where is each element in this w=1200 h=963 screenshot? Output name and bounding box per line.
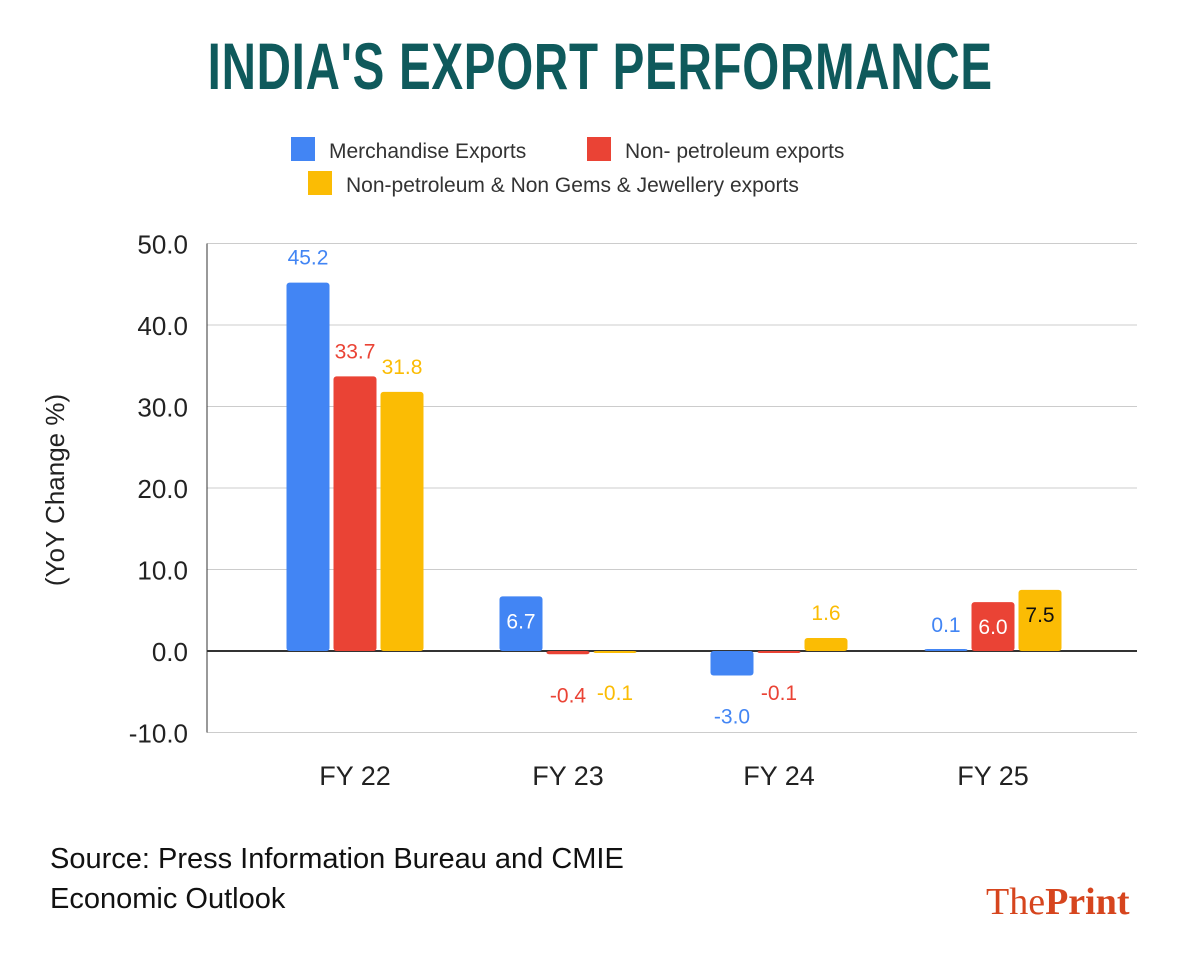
y-tick-label: 20.0 [137, 474, 188, 504]
y-tick-label: 10.0 [137, 556, 188, 586]
chart-title: INDIA'S EXPORT PERFORMANCE [0, 28, 1200, 104]
data-label: 7.5 [1025, 604, 1054, 627]
data-label: -0.4 [550, 684, 587, 707]
bar [1018, 589, 1062, 651]
x-tick-label: FY 23 [532, 761, 604, 791]
y-tick-label: 0.0 [152, 637, 188, 667]
x-tick-label: FY 24 [743, 761, 815, 791]
bar [380, 391, 424, 651]
y-tick-label: 50.0 [137, 230, 188, 260]
data-label: 33.7 [335, 340, 376, 363]
legend-swatch [291, 137, 315, 161]
bar [593, 651, 637, 653]
source-line-1: Source: Press Information Bureau and CMI… [50, 843, 624, 875]
x-tick-label: FY 25 [957, 761, 1029, 791]
data-label: 1.6 [811, 602, 840, 625]
theprint-logo: ThePrint [986, 880, 1130, 924]
legend-label: Non- petroleum exports [625, 140, 844, 163]
chart-title-text: INDIA'S EXPORT PERFORMANCE [207, 29, 993, 103]
data-label: -0.1 [597, 682, 633, 705]
bar [710, 651, 754, 676]
bar [333, 376, 377, 651]
y-tick-label: -10.0 [129, 719, 188, 749]
legend-label: Non-petroleum & Non Gems & Jewellery exp… [346, 174, 799, 197]
bar [757, 651, 801, 653]
y-axis-label: (YoY Change %) [40, 394, 70, 586]
source-line-2: Economic Outlook [50, 883, 286, 915]
legend-swatch [587, 137, 611, 161]
data-label: 6.7 [506, 610, 535, 633]
bar [546, 651, 590, 655]
legend-swatch [308, 171, 332, 195]
bar [286, 282, 330, 651]
data-label: 6.0 [978, 616, 1007, 639]
data-label: 45.2 [288, 247, 329, 270]
bar-chart: -10.0 0.0 10.0 20.0 30.0 40.0 50.0 (YoY Change … [40, 137, 1137, 791]
bar [924, 649, 968, 651]
data-label: -3.0 [714, 705, 750, 728]
y-tick-label: 30.0 [137, 393, 188, 423]
logo-part1: The [986, 881, 1046, 923]
x-tick-label: FY 22 [319, 761, 391, 791]
data-label: -0.1 [761, 682, 797, 705]
logo-part2: Print [1045, 881, 1130, 923]
bar [804, 637, 848, 651]
y-tick-label: 40.0 [137, 311, 188, 341]
data-label: 0.1 [931, 614, 960, 637]
bar [499, 596, 543, 651]
legend-label: Merchandise Exports [329, 140, 526, 163]
bar [971, 602, 1015, 651]
data-label: 31.8 [382, 356, 423, 379]
